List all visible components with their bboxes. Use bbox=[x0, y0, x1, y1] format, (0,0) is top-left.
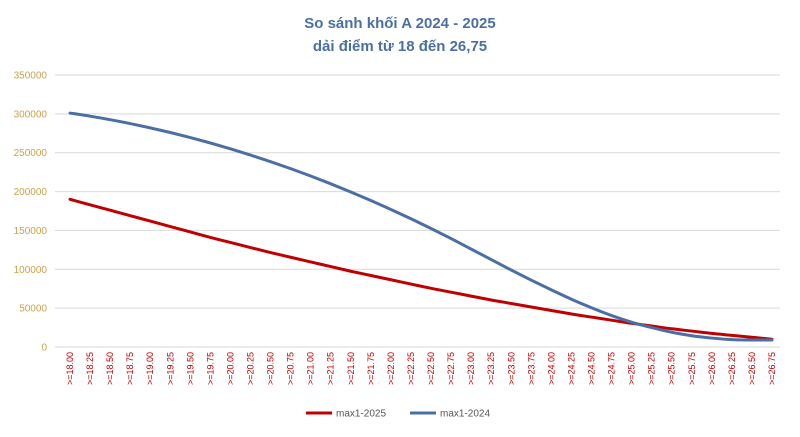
series-line-max1-2025 bbox=[68, 197, 774, 341]
x-tick-label: >=18.75 bbox=[125, 352, 135, 385]
x-tick-label: >=18.50 bbox=[105, 352, 115, 385]
y-tick-label: 150000 bbox=[14, 226, 48, 237]
x-tick-label: >=26.50 bbox=[747, 352, 757, 385]
chart-title: So sánh khối A 2024 - 2025 bbox=[304, 15, 495, 32]
series-line-max1-2024 bbox=[68, 111, 774, 342]
x-tick-label: >=21.25 bbox=[326, 352, 336, 385]
x-tick-label: >=24.25 bbox=[566, 352, 576, 385]
x-tick-label: >=22.75 bbox=[446, 352, 456, 385]
x-tick-label: >=21.50 bbox=[346, 352, 356, 385]
x-axis-ticks: >=18.00 >=18.25 >=18.50 >=18.75 >=19.00 >=19.… bbox=[65, 352, 777, 385]
x-tick-label: >=24.50 bbox=[586, 352, 596, 385]
y-tick-label: 300000 bbox=[14, 109, 48, 120]
x-tick-label: >=19.00 bbox=[145, 352, 155, 385]
x-tick-label: >=25.50 bbox=[667, 352, 677, 385]
x-tick-label: >=20.00 bbox=[225, 352, 235, 385]
x-tick-label: >=26.25 bbox=[727, 352, 737, 385]
x-tick-label: >=25.00 bbox=[627, 352, 637, 385]
x-tick-label: >=19.75 bbox=[205, 352, 215, 385]
x-tick-label: >=20.50 bbox=[266, 352, 276, 385]
gridlines bbox=[55, 74, 780, 348]
legend-label: max1-2024 bbox=[440, 409, 490, 420]
x-tick-label: >=23.50 bbox=[506, 352, 516, 385]
x-tick-label: >=23.25 bbox=[486, 352, 496, 385]
chart-subtitle: dải điểm từ 18 đến 26,75 bbox=[313, 38, 487, 55]
x-tick-label: >=26.75 bbox=[767, 352, 777, 385]
x-tick-label: >=25.75 bbox=[687, 352, 697, 385]
x-tick-label: >=18.00 bbox=[65, 352, 75, 385]
x-tick-label: >=23.75 bbox=[526, 352, 536, 385]
x-tick-label: >=22.00 bbox=[386, 352, 396, 385]
x-tick-label: >=23.00 bbox=[466, 352, 476, 385]
y-tick-label: 0 bbox=[41, 343, 47, 354]
x-tick-label: >=19.25 bbox=[165, 352, 175, 385]
legend-label: max1-2025 bbox=[336, 409, 386, 420]
x-tick-label: >=21.75 bbox=[366, 352, 376, 385]
series-lines bbox=[68, 111, 774, 342]
x-tick-label: >=26.00 bbox=[707, 352, 717, 385]
x-tick-label: >=20.25 bbox=[246, 352, 256, 385]
x-tick-label: >=20.75 bbox=[286, 352, 296, 385]
y-tick-label: 100000 bbox=[14, 265, 48, 276]
x-tick-label: >=24.00 bbox=[546, 352, 556, 385]
x-tick-label: >=18.25 bbox=[85, 352, 95, 385]
y-tick-label: 350000 bbox=[14, 71, 48, 82]
x-tick-label: >=19.50 bbox=[185, 352, 195, 385]
y-tick-label: 250000 bbox=[14, 148, 48, 159]
y-axis-ticks: 0 50000 100000 150000 200000 250000 300000 3500… bbox=[14, 71, 48, 354]
y-tick-label: 200000 bbox=[14, 187, 48, 198]
legend: max1-2025 max1-2024 bbox=[306, 409, 490, 420]
x-tick-label: >=24.75 bbox=[607, 352, 617, 385]
x-tick-label: >=22.50 bbox=[426, 352, 436, 385]
y-tick-label: 50000 bbox=[19, 304, 47, 315]
x-tick-label: >=22.25 bbox=[406, 352, 416, 385]
x-tick-label: >=25.25 bbox=[647, 352, 657, 385]
x-tick-label: >=21.00 bbox=[306, 352, 316, 385]
